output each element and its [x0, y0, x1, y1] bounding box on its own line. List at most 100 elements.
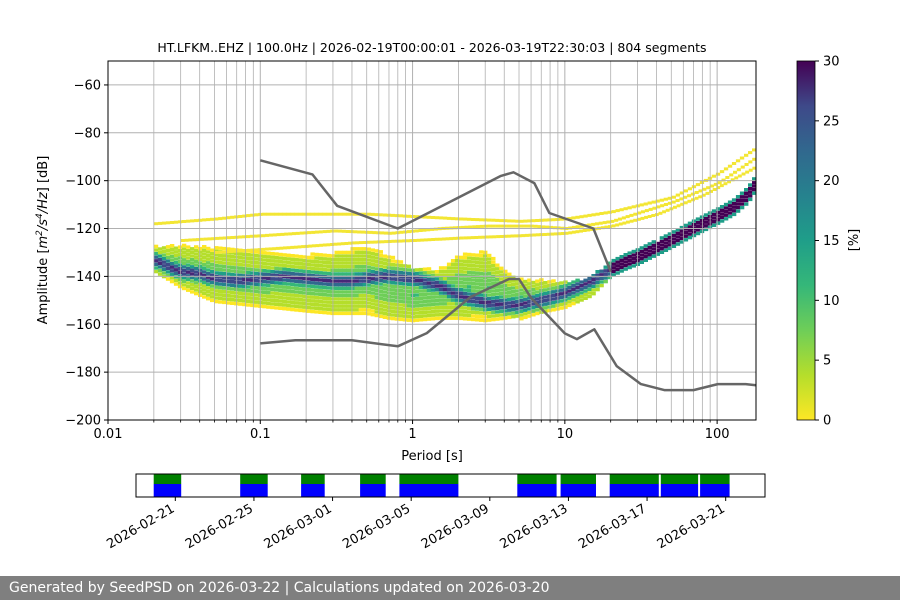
heat-cell [250, 285, 255, 290]
heat-cell [250, 260, 255, 264]
heat-cell [495, 285, 500, 289]
heat-cell [398, 306, 404, 311]
heat-cell [290, 297, 295, 301]
heat-cell [442, 266, 448, 270]
heat-cell [454, 269, 460, 274]
heat-cell [591, 281, 596, 285]
heat-cell [239, 249, 244, 253]
heat-cell [294, 258, 299, 262]
heat-cell [499, 316, 504, 321]
heat-cell [691, 219, 697, 223]
heat-cell [627, 255, 632, 259]
heat-cell [603, 269, 608, 273]
heat-cell [683, 238, 689, 242]
heat-cell [250, 282, 255, 286]
heat-cell [268, 233, 273, 237]
heat-cell [462, 277, 468, 281]
heat-cell [298, 212, 303, 216]
heat-cell [426, 299, 432, 303]
heat-cell [226, 268, 231, 273]
heat-cell [568, 226, 573, 230]
heat-cell [701, 193, 706, 197]
heat-cell [346, 265, 351, 269]
heat-cell [679, 233, 685, 237]
heat-cell [274, 266, 279, 271]
heat-cell [571, 280, 576, 284]
heat-cell [547, 287, 552, 291]
heat-cell [639, 249, 644, 254]
heat-cell [507, 287, 512, 291]
heat-cell [278, 306, 283, 310]
heat-cell [535, 290, 540, 294]
heat-cell [495, 310, 500, 314]
heat-cell [157, 261, 163, 265]
heat-cell [366, 297, 371, 302]
heat-cell [374, 267, 379, 271]
heat-cell [479, 218, 484, 222]
data-availability-bar [517, 474, 557, 484]
heat-cell [378, 275, 383, 279]
heat-cell [438, 298, 444, 302]
heat-cell [188, 238, 193, 242]
heat-cell [169, 279, 175, 284]
heat-cell [515, 282, 520, 286]
heat-cell [575, 285, 580, 290]
heat-cell [737, 174, 742, 178]
heat-cell [752, 191, 756, 195]
heat-cell [270, 291, 275, 295]
heat-cell [177, 259, 183, 264]
heat-cell [535, 286, 540, 291]
heat-cell [169, 221, 175, 224]
heat-cell [651, 250, 656, 255]
heat-cell [354, 311, 359, 316]
heat-cell [719, 219, 725, 223]
heat-cell [402, 318, 408, 322]
heat-cell [184, 238, 189, 242]
heat-cell [206, 297, 211, 301]
heat-cell [406, 307, 412, 312]
heat-cell [246, 281, 251, 286]
heat-cell [278, 252, 283, 257]
date-tick-label: 2026-02-21 [104, 501, 177, 552]
heat-cell [507, 297, 512, 302]
heat-cell [286, 271, 291, 275]
heat-cell [487, 314, 492, 319]
heat-cell [230, 290, 235, 295]
heat-cell [488, 235, 493, 239]
heat-cell [186, 274, 191, 278]
heat-cell [326, 243, 331, 247]
heat-cell [326, 279, 331, 283]
heat-cell [318, 212, 323, 216]
heat-cell [559, 302, 564, 307]
heat-cell [715, 207, 721, 211]
heat-cell [190, 268, 195, 272]
heat-cell [563, 291, 568, 295]
heat-cell [711, 209, 717, 213]
heat-cell [454, 259, 460, 263]
heat-cell [314, 267, 319, 271]
heat-cell [563, 301, 568, 306]
heat-cell [446, 302, 452, 306]
heat-cell [571, 287, 576, 291]
heat-cell [615, 209, 620, 213]
heat-cell [314, 212, 319, 216]
heat-cell [254, 257, 259, 261]
heat-cell [226, 286, 231, 291]
heat-cell [475, 285, 480, 290]
heat-cell [230, 215, 235, 219]
heat-cell [406, 289, 412, 294]
heat-cell [382, 304, 388, 309]
heat-cell [322, 267, 327, 272]
heat-cell [302, 273, 307, 277]
heat-cell [366, 272, 371, 276]
heat-cell [487, 224, 492, 228]
heat-cell [282, 212, 287, 216]
heat-cell [238, 266, 243, 270]
heat-cell [250, 289, 255, 293]
heat-cell [161, 267, 167, 272]
heat-cell [262, 261, 267, 266]
heat-cell [354, 293, 359, 298]
heat-cell [631, 260, 636, 264]
heat-cell [214, 260, 219, 264]
heat-cell [349, 230, 354, 234]
